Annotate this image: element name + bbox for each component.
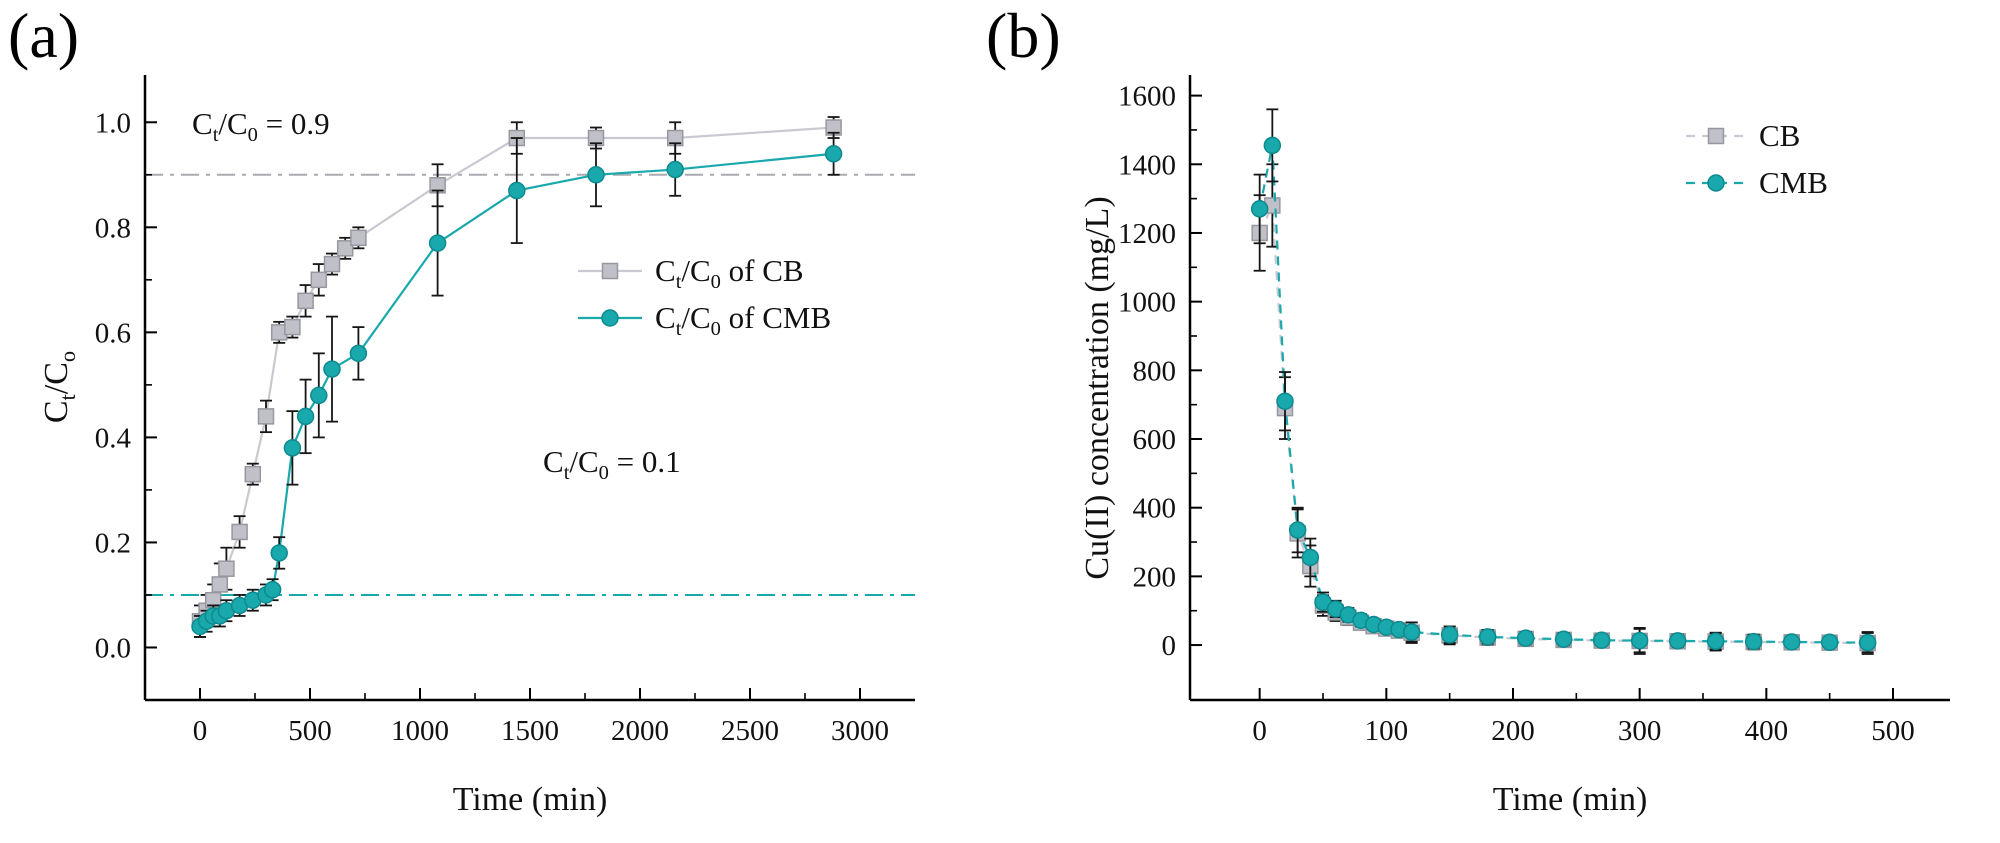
error-bars-cb-b xyxy=(1253,163,1874,655)
panel-a-label: (a) xyxy=(8,0,80,71)
error-bars-cmb-b xyxy=(1253,108,1874,654)
series-line-cb-b xyxy=(1258,205,1868,645)
svg-text:2500: 2500 xyxy=(721,715,779,747)
svg-text:0.0: 0.0 xyxy=(95,632,131,664)
svg-text:600: 600 xyxy=(1133,424,1177,456)
svg-text:0.6: 0.6 xyxy=(95,317,131,349)
svg-text:0: 0 xyxy=(1162,630,1177,662)
svg-text:100: 100 xyxy=(1365,715,1409,747)
panel-a: 0 500 1000 1500 2000 2500 3000 0.0 0.2 0.4 0.6 0.8 1… xyxy=(95,75,915,747)
svg-text:400: 400 xyxy=(1133,493,1177,525)
svg-text:0.8: 0.8 xyxy=(95,212,131,244)
svg-text:1600: 1600 xyxy=(1118,81,1176,113)
svg-text:0: 0 xyxy=(1252,715,1267,747)
svg-text:0: 0 xyxy=(193,715,208,747)
svg-text:0.2: 0.2 xyxy=(95,527,131,559)
axes-b xyxy=(1188,75,1950,702)
series-line-cmb-b xyxy=(1258,145,1868,644)
svg-text:1000: 1000 xyxy=(1118,287,1176,319)
svg-text:1500: 1500 xyxy=(501,715,559,747)
markers-cmb-b xyxy=(1250,136,1877,652)
ticks-b: 0 100 200 300 400 500 0 200 400 600 800 1000 1200 140… xyxy=(1118,81,1915,747)
panel-b: 0 100 200 300 400 500 0 200 400 600 800 1000 1200 140… xyxy=(1118,75,1950,747)
markers-cmb-a xyxy=(191,145,843,636)
svg-text:1200: 1200 xyxy=(1118,218,1176,250)
error-bars-cmb-a xyxy=(194,131,840,638)
ticks-a: 0 500 1000 1500 2000 2500 3000 0.0 0.2 0.4 0.6 0.8 1… xyxy=(95,107,889,747)
svg-text:300: 300 xyxy=(1618,715,1662,747)
svg-text:1000: 1000 xyxy=(391,715,449,747)
svg-text:200: 200 xyxy=(1491,715,1535,747)
panel-b-label: (b) xyxy=(986,0,1061,71)
svg-text:3000: 3000 xyxy=(831,715,889,747)
svg-text:1.0: 1.0 xyxy=(95,107,131,139)
svg-text:500: 500 xyxy=(1871,715,1915,747)
svg-text:400: 400 xyxy=(1745,715,1789,747)
svg-text:0.4: 0.4 xyxy=(95,422,132,454)
svg-text:500: 500 xyxy=(288,715,332,747)
svg-text:1400: 1400 xyxy=(1118,149,1176,181)
svg-text:2000: 2000 xyxy=(611,715,669,747)
svg-text:800: 800 xyxy=(1133,355,1177,387)
svg-text:200: 200 xyxy=(1133,561,1177,593)
markers-cb-b xyxy=(1251,197,1876,652)
